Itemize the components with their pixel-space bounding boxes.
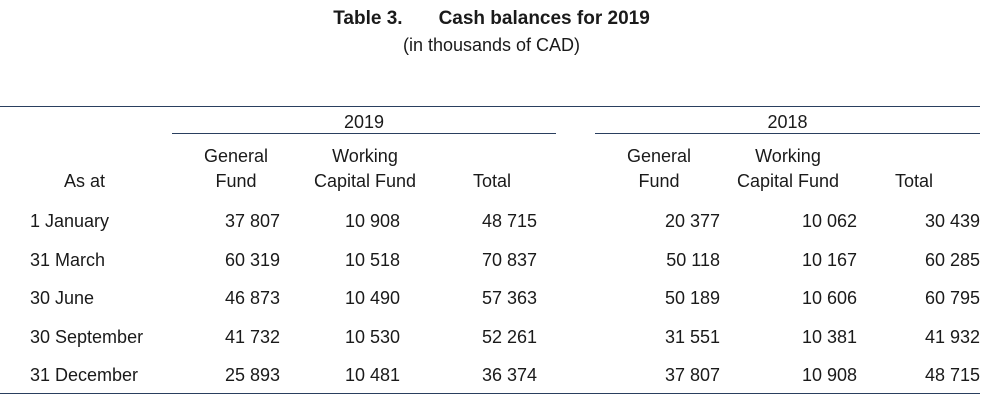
- table-cell: 70 837: [481, 250, 537, 270]
- row-label: 31 March: [30, 250, 106, 270]
- column-header-line: Capital Fund: [736, 171, 840, 191]
- table-cell: 31 551: [664, 327, 720, 347]
- column-header-line: Fund: [638, 171, 680, 191]
- row-label: 30 September: [30, 327, 144, 347]
- column-header-total-2019: Total: [452, 146, 532, 191]
- column-header-line: General: [203, 146, 269, 166]
- column-header-line: Total: [472, 171, 512, 191]
- table-cell: 60 795: [924, 288, 980, 308]
- table-number: Table 3.: [333, 8, 403, 29]
- table-bottom-rule: [0, 393, 980, 394]
- group-header-2018: 2018: [767, 112, 808, 132]
- column-header-line: Total: [894, 171, 934, 191]
- table-cell: 36 374: [481, 365, 537, 385]
- table-cell: 41 732: [224, 327, 280, 347]
- column-header-line: [874, 146, 954, 166]
- table-cell: 60 285: [924, 250, 980, 270]
- table-cell: 41 932: [924, 327, 980, 347]
- table-subtitle: (in thousands of CAD): [402, 35, 581, 55]
- table-cell: 10 606: [801, 288, 857, 308]
- table-cell: 10 518: [344, 250, 400, 270]
- column-header-line: Fund: [215, 171, 257, 191]
- group-rule-2019: [172, 133, 556, 134]
- table-title: Table 3. Cash balances for 2019: [0, 8, 983, 30]
- column-header-line: [452, 146, 532, 166]
- group-rule-2018: [595, 133, 980, 134]
- column-header-general-fund-2019: General Fund: [186, 146, 286, 191]
- column-header-general-fund-2018: General Fund: [609, 146, 709, 191]
- table-cell: 48 715: [924, 365, 980, 385]
- table-cell: 52 261: [481, 327, 537, 347]
- table-cell: 50 189: [664, 288, 720, 308]
- table-cell: 10 481: [344, 365, 400, 385]
- table-cell: 57 363: [481, 288, 537, 308]
- table-cell: 10 167: [801, 250, 857, 270]
- table-cell: 10 908: [801, 365, 857, 385]
- group-header-2019: 2019: [343, 112, 385, 132]
- table-cell: 50 118: [666, 250, 720, 270]
- table-cell: 10 530: [344, 327, 400, 347]
- table-cell: 37 807: [664, 365, 720, 385]
- table-cell: 46 873: [224, 288, 280, 308]
- row-label: 31 December: [30, 365, 139, 385]
- table-cell: 10 062: [801, 211, 857, 231]
- row-label: 30 June: [30, 288, 95, 308]
- table-cell: 37 807: [224, 211, 280, 231]
- column-header-line: Working: [332, 146, 398, 166]
- column-header-line: General: [626, 146, 692, 166]
- table-cell: 25 893: [224, 365, 280, 385]
- column-header-working-capital-fund-2018: Working Capital Fund: [721, 146, 855, 191]
- column-header-line: Working: [755, 146, 821, 166]
- row-header-as-at: As at: [64, 171, 106, 191]
- table-title-text: Cash balances for 2019: [438, 8, 650, 29]
- column-header-working-capital-fund-2019: Working Capital Fund: [298, 146, 432, 191]
- table-cell: 10 381: [801, 327, 857, 347]
- column-header-line: Capital Fund: [313, 171, 417, 191]
- row-label: 1 January: [30, 211, 110, 231]
- table-cell: 60 319: [224, 250, 280, 270]
- column-header-total-2018: Total: [874, 146, 954, 191]
- table-cell: 48 715: [481, 211, 537, 231]
- table-cell: 20 377: [664, 211, 720, 231]
- table-cell: 10 490: [344, 288, 400, 308]
- table-cell: 10 908: [344, 211, 400, 231]
- table-top-rule: [0, 106, 980, 107]
- table-cell: 30 439: [924, 211, 980, 231]
